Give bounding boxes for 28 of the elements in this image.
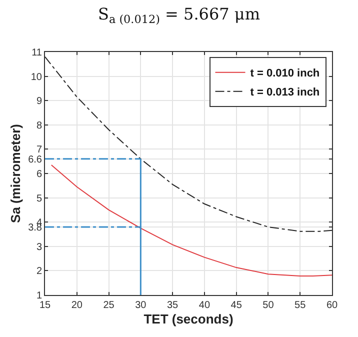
x-tick-label: 20 bbox=[71, 300, 83, 311]
y-tick-label: 3 bbox=[36, 242, 42, 253]
line-series bbox=[45, 56, 332, 232]
x-tick-label: 35 bbox=[166, 300, 179, 311]
y-tick-label: 6.6 bbox=[28, 154, 42, 166]
legend-label: t = 0.010 inch bbox=[250, 68, 320, 80]
y-tick-label: 2 bbox=[36, 266, 42, 278]
y-tick-label: 10 bbox=[30, 72, 42, 83]
x-tick-label: 25 bbox=[103, 300, 115, 311]
line-series bbox=[50, 164, 332, 277]
y-axis-title: Sa (micrometer) bbox=[8, 124, 24, 223]
x-tick-label: 55 bbox=[294, 300, 306, 311]
chart-title: S$_{a (0.012)}$ = 5.667 μm bbox=[98, 4, 260, 26]
y-tick-label: 5 bbox=[36, 193, 42, 204]
y-tick-label: 11 bbox=[32, 48, 42, 58]
x-tick-label: 60 bbox=[326, 300, 338, 311]
legend-label: t = 0.013 inch bbox=[250, 86, 320, 99]
x-tick-label: 15 bbox=[39, 300, 51, 311]
y-tick-label: 8 bbox=[36, 120, 42, 132]
y-tick-label: 9 bbox=[36, 96, 42, 108]
x-tick-label: 50 bbox=[262, 300, 274, 311]
y-tick-label: 7 bbox=[36, 144, 42, 156]
x-axis-title: TET (seconds) bbox=[144, 312, 234, 327]
x-tick-label: 30 bbox=[135, 300, 147, 311]
y-tick-label: 1 bbox=[36, 290, 42, 302]
x-tick-label: 40 bbox=[198, 300, 210, 311]
y-tick-label: 6 bbox=[36, 169, 42, 180]
x-tick-label: 45 bbox=[230, 300, 242, 311]
